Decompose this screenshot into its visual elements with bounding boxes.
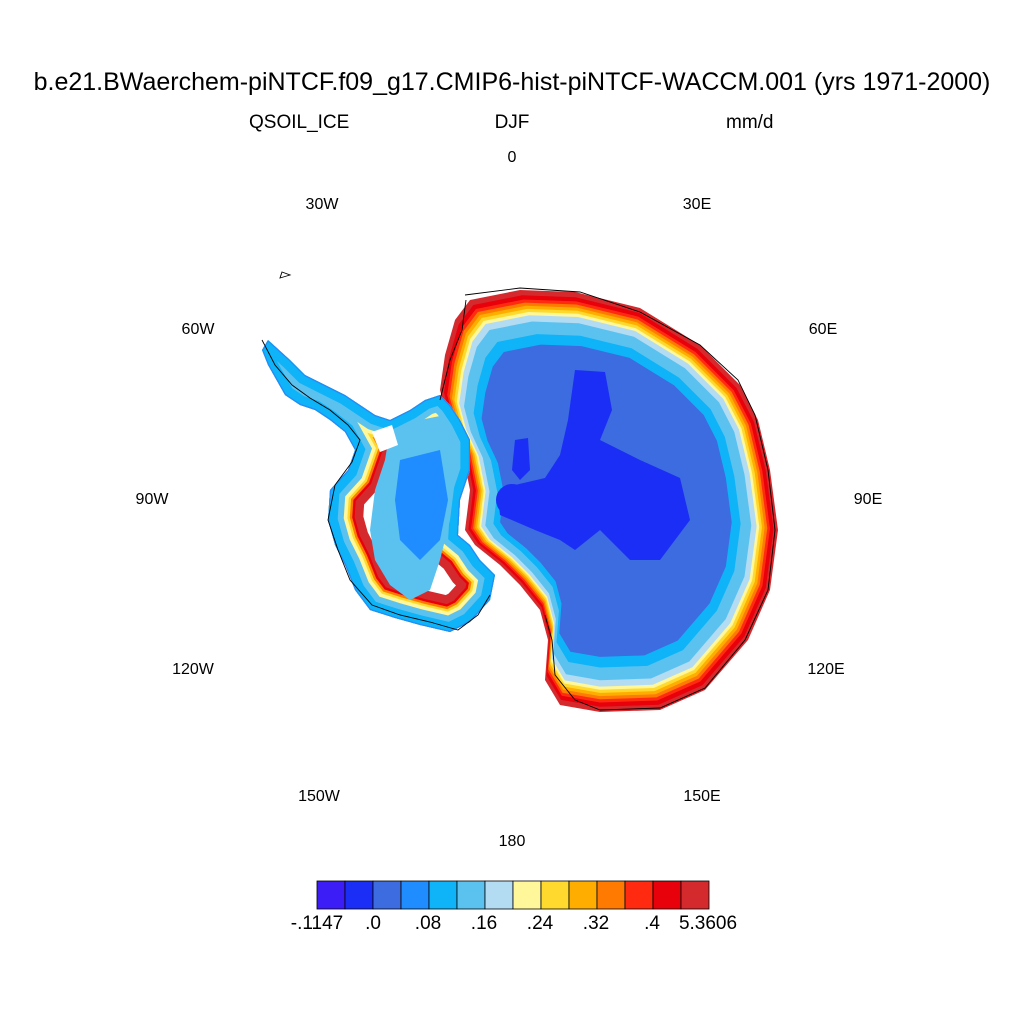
longitude-label: 120W: [172, 661, 214, 678]
colorbar-tick-label: 5.3606: [678, 913, 738, 934]
variable-label: QSOIL_ICE: [249, 112, 350, 133]
longitude-label: 60E: [808, 321, 838, 338]
longitude-label: 0: [507, 149, 517, 166]
longitude-label: 30E: [682, 196, 712, 213]
colorbar-tick-label: -.1147: [290, 913, 344, 934]
colorbar-tick-label: .4: [644, 913, 660, 934]
colorbar-tick-label: .24: [526, 913, 554, 934]
longitude-label: 60W: [181, 321, 215, 338]
west-antarctica-interior: [395, 450, 448, 560]
longitude-label: 90E: [853, 491, 883, 508]
colorbar-tick-label: .16: [470, 913, 498, 934]
longitude-label: 90W: [135, 491, 169, 508]
coastline: [279, 271, 292, 279]
longitude-label: 180: [498, 833, 526, 850]
interior-core: [498, 370, 690, 560]
longitude-label: 150E: [683, 788, 721, 805]
longitude-label: 150W: [298, 788, 340, 805]
longitude-label: 30W: [305, 196, 339, 213]
pole-core: [496, 484, 528, 516]
interior-core: [512, 438, 530, 480]
season-label: DJF: [494, 112, 530, 133]
coastline: [544, 614, 601, 711]
plot-title: b.e21.BWaerchem-piNTCF.f09_g17.CMIP6-his…: [33, 68, 991, 96]
units-label: mm/d: [726, 112, 774, 133]
coastline: [261, 339, 491, 631]
longitude-label: 120E: [807, 661, 845, 678]
coastline: [464, 287, 776, 711]
colorbar-tick-label: .32: [582, 913, 610, 934]
colorbar-tick-label: .08: [414, 913, 442, 934]
colorbar-tick-label: .0: [365, 913, 381, 934]
west-antarctica-band: [262, 340, 495, 632]
coastline: [439, 299, 467, 401]
ice-shelf-gap: [372, 425, 398, 452]
